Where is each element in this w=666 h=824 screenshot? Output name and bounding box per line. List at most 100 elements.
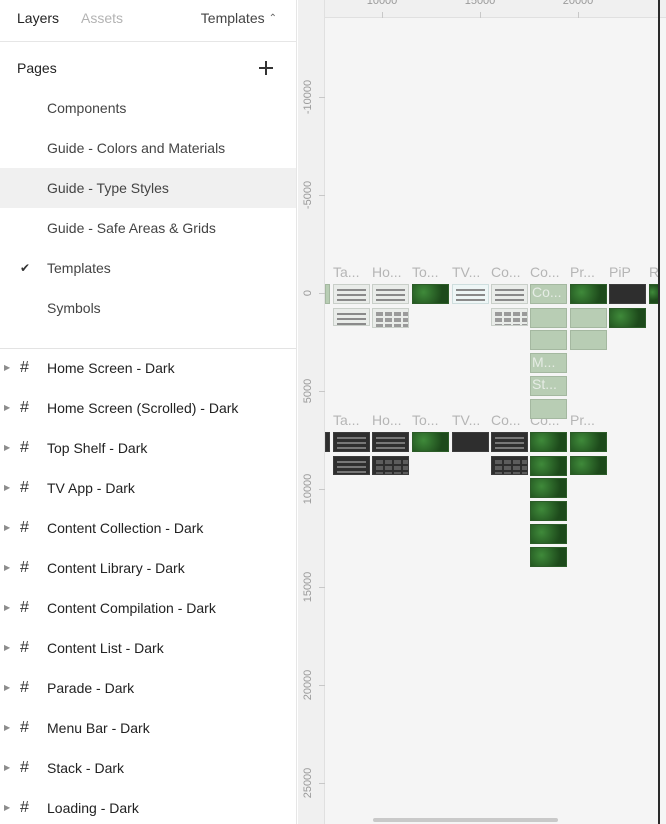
frame-thumbnail[interactable] [372,308,409,328]
caret-right-icon[interactable]: ▶ [4,763,11,772]
layer-label: TV App - Dark [47,480,135,496]
caret-right-icon[interactable]: ▶ [4,723,11,732]
caret-right-icon[interactable]: ▶ [4,563,11,572]
caret-right-icon[interactable]: ▶ [4,403,11,412]
frame-thumbnail[interactable] [570,284,607,304]
layer-frame-item[interactable]: ▶ # Home Screen - Dark [0,348,296,388]
frame-label[interactable]: Ta... [333,264,360,280]
frame-thumbnail[interactable] [530,501,567,521]
frame-thumbnail[interactable] [570,432,607,452]
frame-thumbnail[interactable] [530,376,567,396]
frame-thumbnail[interactable] [325,284,330,304]
layer-frame-item[interactable]: ▶ # Content Collection - Dark [0,508,296,548]
caret-right-icon[interactable]: ▶ [4,363,11,372]
plus-icon[interactable] [256,58,276,78]
frame-label[interactable]: To... [412,412,439,428]
frame-thumbnail[interactable] [530,524,567,544]
page-item[interactable]: Components [0,88,296,128]
tab-assets[interactable]: Assets [81,10,124,26]
page-switcher[interactable]: Templates ⌃ [201,9,277,28]
frame-thumbnail[interactable] [372,432,409,452]
layer-frame-item[interactable]: ▶ # Content Library - Dark [0,548,296,588]
caret-right-icon[interactable]: ▶ [4,643,11,652]
frame-label[interactable]: Co... [530,264,560,280]
frame-thumbnail[interactable] [412,432,449,452]
frame-thumbnail[interactable] [530,330,567,350]
page-item[interactable]: Guide - Colors and Materials [0,128,296,168]
frame-thumbnail[interactable] [333,284,370,304]
layer-frame-item[interactable]: ▶ # Home Screen (Scrolled) - Dark [0,388,296,428]
frame-thumbnail[interactable] [570,308,607,328]
frame-label[interactable]: Co... [491,264,521,280]
frame-thumbnail[interactable] [609,284,646,304]
frame-thumbnail[interactable] [412,284,449,304]
frame-thumbnail[interactable] [530,547,567,567]
horizontal-scrollbar[interactable] [373,818,558,822]
frame-thumbnail[interactable] [491,456,528,475]
frame-thumbnail[interactable] [491,284,528,304]
caret-right-icon[interactable]: ▶ [4,443,11,452]
frame-label[interactable]: St... [532,376,557,392]
caret-right-icon[interactable]: ▶ [4,683,11,692]
frame-thumbnail[interactable] [530,432,567,452]
frame-thumbnail[interactable] [491,308,528,326]
frame-label[interactable]: Ho... [372,412,402,428]
layer-frame-item[interactable]: ▶ # Top Shelf - Dark [0,428,296,468]
frame-thumbnail[interactable] [530,284,567,304]
frame-thumbnail[interactable] [530,399,567,419]
page-item[interactable]: Symbols [0,288,296,328]
frame-label[interactable]: M... [532,354,556,370]
frame-label[interactable]: TV... [452,412,481,428]
frame-label[interactable]: R [649,264,660,280]
frame-thumbnail[interactable] [609,308,646,328]
layer-frame-item[interactable]: ▶ # TV App - Dark [0,468,296,508]
frame-thumbnail[interactable] [452,432,489,452]
caret-right-icon[interactable]: ▶ [4,803,11,812]
layer-label: Loading - Dark [47,800,139,816]
caret-right-icon[interactable]: ▶ [4,603,11,612]
frame-thumbnail[interactable] [372,456,409,475]
current-page-label: Templates [200,10,265,26]
tab-layers[interactable]: Layers [17,10,60,26]
frame-label[interactable]: PiP [609,264,631,280]
canvas-stage[interactable]: Ta... Ho... To... TV... Co... Co... Pr... PiP R T… [325,18,666,824]
hash-frame-icon: # [20,519,29,536]
frame-thumbnail[interactable] [530,353,567,373]
caret-right-icon[interactable]: ▶ [4,523,11,532]
frame-thumbnail[interactable] [570,330,607,350]
frame-thumbnail[interactable] [530,478,567,498]
frame-label[interactable]: Pr... [570,264,595,280]
caret-right-icon[interactable]: ▶ [4,483,11,492]
frame-label[interactable]: Co... [491,412,521,428]
frame-thumbnail[interactable] [452,284,489,304]
frame-thumbnail[interactable] [333,432,370,452]
canvas[interactable]: -10000 -5000 0 5000 10000 15000 20000 25000 100… [298,0,666,824]
layer-frame-item[interactable]: ▶ # Content List - Dark [0,628,296,668]
frame-label[interactable]: Ta... [333,412,360,428]
frame-label[interactable]: Co... [532,284,562,300]
frame-thumbnail[interactable] [325,432,330,452]
frame-thumbnail[interactable] [333,456,370,475]
layer-frame-item[interactable]: ▶ # Stack - Dark [0,748,296,788]
frame-label[interactable]: Ho... [372,264,402,280]
layer-frame-item[interactable]: ▶ # Content Compilation - Dark [0,588,296,628]
frame-label[interactable]: Pr... [570,412,595,428]
frame-label[interactable]: TV... [452,264,481,280]
layer-frame-item[interactable]: ▶ # Loading - Dark [0,788,296,824]
frame-thumbnail[interactable] [530,308,567,328]
ruler-tick [319,97,325,98]
frame-thumbnail[interactable] [372,284,409,304]
page-item-label: Templates [47,260,111,276]
layer-frame-item[interactable]: ▶ # Parade - Dark [0,668,296,708]
frame-thumbnail[interactable] [570,456,607,475]
frame-thumbnail[interactable] [491,432,528,452]
frame-thumbnail[interactable] [333,308,370,326]
frame-thumbnail[interactable] [530,456,567,476]
page-item[interactable]: Guide - Type Styles [0,168,296,208]
page-item[interactable]: Guide - Safe Areas & Grids [0,208,296,248]
frame-label[interactable]: To... [412,264,439,280]
ruler-x-label: 10000 [366,0,398,7]
layer-frame-item[interactable]: ▶ # Menu Bar - Dark [0,708,296,748]
page-item[interactable]: ✔ Templates [0,248,296,288]
page-item-label: Guide - Colors and Materials [47,140,226,156]
